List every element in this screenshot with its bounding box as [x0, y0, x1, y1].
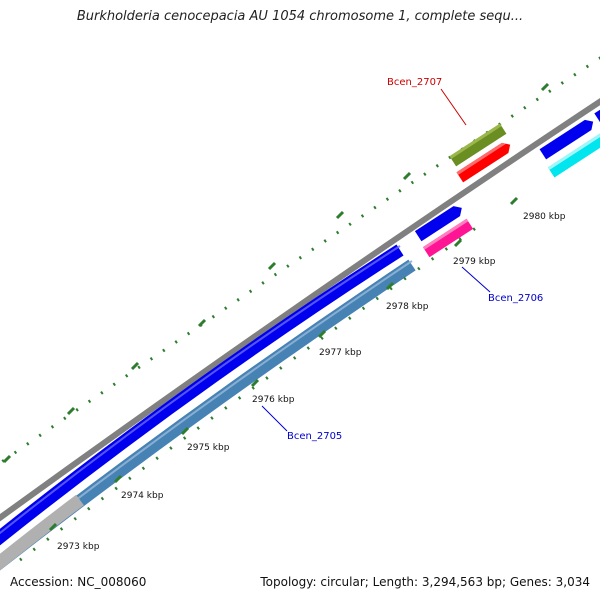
map-title: Burkholderia cenocepacia AU 1054 chromos… [76, 9, 524, 24]
reverse-cds-track [0, 259, 416, 571]
tick-label: 2978 kbp [386, 302, 429, 312]
inner-tick-ring [19, 223, 481, 562]
gene-feature-red[interactable] [456, 140, 514, 183]
tick-label: 2977 kbp [319, 348, 362, 358]
forward-cds-track [0, 244, 404, 546]
outer-tick-ring [0, 56, 600, 465]
tick-label: 2974 kbp [121, 491, 164, 501]
leader-line-bcen2706 [461, 266, 491, 293]
gene-label-bcen2705[interactable]: Bcen_2705 [287, 431, 342, 442]
gene-feature-cyan[interactable] [547, 132, 600, 178]
tick-label: 2979 kbp [453, 257, 496, 267]
gene-label-bcen2706[interactable]: Bcen_2706 [488, 293, 543, 304]
tick-label: 2973 kbp [57, 542, 100, 552]
gene-feature-blue-upper[interactable] [539, 117, 597, 160]
tick-label: 2980 kbp [523, 212, 566, 222]
major-ticks-outer [2, 82, 550, 464]
leader-line-bcen2705 [261, 405, 288, 432]
accession-text: Accession: NC_008060 [10, 575, 147, 589]
gene-feature-blue-small[interactable] [414, 203, 465, 242]
gene-feature-magenta[interactable] [422, 218, 474, 258]
gene-feature-olive[interactable] [449, 123, 507, 167]
forward-cds-highlight [0, 245, 401, 535]
leader-line-bcen2707 [440, 88, 467, 126]
topology-summary: Topology: circular; Length: 3,294,563 bp… [260, 575, 590, 589]
tick-label: 2976 kbp [252, 395, 295, 405]
gray-feature-segment [0, 494, 84, 571]
backbone-arc [0, 98, 600, 522]
gene-label-bcen2707[interactable]: Bcen_2707 [387, 77, 442, 88]
tick-label: 2975 kbp [187, 443, 230, 453]
major-ticks-inner [48, 196, 519, 532]
